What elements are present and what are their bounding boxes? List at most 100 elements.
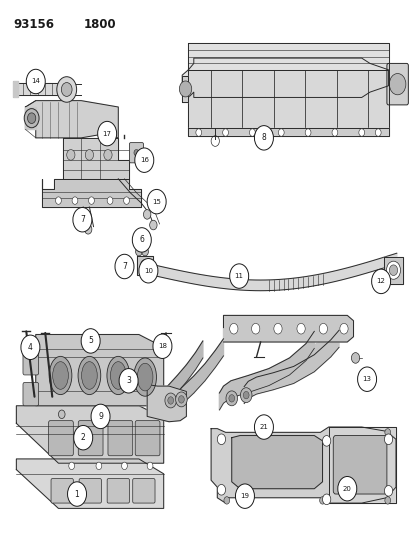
Polygon shape [223, 316, 353, 342]
Polygon shape [137, 256, 153, 275]
Circle shape [389, 265, 396, 276]
Ellipse shape [81, 362, 97, 389]
Ellipse shape [49, 357, 72, 394]
Circle shape [384, 429, 390, 436]
Circle shape [121, 462, 127, 470]
Circle shape [107, 197, 113, 204]
Polygon shape [42, 179, 141, 207]
Circle shape [74, 425, 93, 450]
FancyBboxPatch shape [386, 63, 407, 105]
Circle shape [386, 261, 399, 279]
Polygon shape [17, 406, 163, 463]
Ellipse shape [110, 362, 126, 389]
Circle shape [164, 393, 176, 408]
Polygon shape [330, 330, 338, 357]
Polygon shape [195, 341, 202, 369]
Polygon shape [13, 82, 18, 97]
Text: 15: 15 [152, 199, 161, 205]
FancyBboxPatch shape [23, 352, 38, 375]
Polygon shape [25, 107, 36, 130]
Polygon shape [244, 381, 248, 403]
Polygon shape [17, 459, 163, 508]
Polygon shape [244, 330, 338, 386]
FancyBboxPatch shape [23, 382, 38, 406]
Text: 20: 20 [342, 486, 351, 492]
Circle shape [135, 247, 142, 256]
Polygon shape [215, 339, 223, 368]
Circle shape [97, 122, 116, 146]
Polygon shape [272, 367, 293, 390]
Circle shape [217, 484, 225, 495]
Circle shape [152, 334, 171, 359]
Circle shape [331, 129, 337, 136]
Circle shape [58, 410, 65, 418]
Circle shape [88, 197, 94, 204]
Circle shape [222, 129, 228, 136]
Circle shape [27, 113, 36, 124]
Circle shape [339, 324, 347, 334]
Circle shape [249, 129, 255, 136]
Polygon shape [25, 101, 118, 138]
Circle shape [358, 129, 364, 136]
Circle shape [96, 462, 102, 470]
Circle shape [384, 434, 392, 445]
Text: 8: 8 [261, 133, 266, 142]
Circle shape [140, 260, 149, 271]
Ellipse shape [133, 358, 156, 396]
Circle shape [228, 394, 234, 402]
Text: 13: 13 [362, 376, 371, 382]
Circle shape [375, 129, 380, 136]
Text: 7: 7 [122, 262, 127, 271]
Circle shape [104, 150, 112, 160]
Polygon shape [384, 257, 402, 284]
FancyBboxPatch shape [108, 421, 133, 456]
Ellipse shape [107, 357, 129, 394]
Circle shape [72, 197, 78, 204]
Text: 5: 5 [88, 336, 93, 345]
Text: 9: 9 [98, 412, 103, 421]
Polygon shape [248, 377, 256, 398]
Circle shape [319, 497, 325, 504]
Text: 2: 2 [81, 433, 85, 442]
Text: 19: 19 [240, 493, 249, 499]
Circle shape [149, 220, 157, 230]
Polygon shape [248, 368, 268, 392]
Circle shape [235, 484, 254, 508]
Ellipse shape [137, 364, 152, 391]
Polygon shape [313, 340, 330, 372]
FancyBboxPatch shape [48, 421, 73, 456]
Text: 14: 14 [31, 78, 40, 85]
Text: 21: 21 [259, 424, 268, 430]
Polygon shape [147, 384, 186, 422]
Circle shape [179, 81, 191, 97]
Circle shape [167, 397, 173, 404]
Polygon shape [17, 83, 60, 95]
Circle shape [318, 324, 327, 334]
FancyBboxPatch shape [51, 479, 73, 503]
Circle shape [389, 74, 405, 95]
FancyBboxPatch shape [332, 435, 386, 494]
Circle shape [217, 434, 225, 445]
Polygon shape [36, 335, 163, 406]
Circle shape [195, 129, 201, 136]
Polygon shape [177, 365, 186, 392]
Text: 16: 16 [140, 157, 148, 163]
Text: 11: 11 [234, 273, 243, 279]
Polygon shape [149, 253, 396, 290]
Polygon shape [289, 344, 305, 375]
Polygon shape [169, 375, 177, 401]
Circle shape [296, 324, 304, 334]
Circle shape [67, 482, 86, 506]
Circle shape [251, 324, 259, 334]
Circle shape [85, 150, 93, 160]
Circle shape [229, 264, 248, 288]
Polygon shape [219, 386, 223, 410]
Circle shape [229, 324, 237, 334]
Circle shape [175, 392, 187, 407]
Circle shape [278, 129, 283, 136]
Polygon shape [193, 364, 204, 393]
Ellipse shape [78, 357, 100, 394]
Circle shape [371, 269, 390, 294]
Circle shape [254, 415, 273, 439]
Polygon shape [176, 385, 184, 410]
